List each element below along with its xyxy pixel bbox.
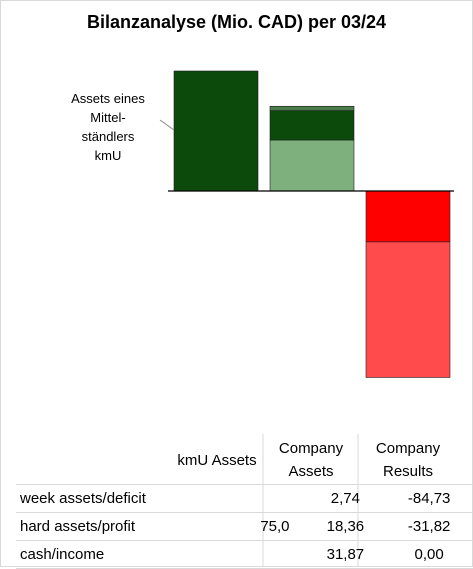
table-row: cash/income 31,87 0,00 [16, 541, 473, 569]
table-row: week assets/deficit 2,74 -84,73 [16, 484, 473, 513]
header-kmu-assets-text: kmU Assets [177, 452, 257, 469]
row-label: hard assets/profit [20, 518, 136, 535]
header-company-assets-text: Company Assets [278, 440, 344, 480]
annotation-label: Assets eines Mittel-ständlers kmU [58, 89, 158, 165]
bar-company-results-week assets-deficit [365, 241, 451, 378]
cell-company-assets: 2,74 [330, 490, 360, 507]
header-company-results: Company Results [360, 437, 456, 483]
cell-kmu: 75,0 [260, 518, 290, 535]
bar-company-assets-hard assets-profit [269, 110, 355, 141]
cell-company-results: -31,82 [407, 518, 451, 535]
header-kmu-assets: kmU Assets [170, 449, 264, 472]
cell-company-results: 0,00 [414, 546, 444, 563]
row-label: cash/income [20, 546, 105, 563]
cell-kmu [224, 541, 305, 569]
chart-plot [159, 70, 454, 378]
cell-company-assets: 18,36 [326, 518, 365, 535]
header-company-assets: Company Assets [266, 437, 356, 483]
cell-kmu [224, 485, 305, 513]
row-label: week assets/deficit [20, 490, 146, 507]
cell-company-assets: 31,87 [326, 546, 365, 563]
bar-kmu-assets-hard assets-profit [173, 70, 259, 192]
chart-title: Bilanzanalyse (Mio. CAD) per 03/24 [86, 12, 387, 32]
data-table: week assets/deficit 2,74 -84,73 hard ass… [16, 484, 473, 569]
table-row: hard assets/profit 75,0 18,36 -31,82 [16, 513, 473, 541]
header-company-results-text: Company Results [375, 440, 441, 480]
cell-company-results: -84,73 [407, 490, 451, 507]
annotation-leader-line [159, 119, 175, 131]
bar-company-assets-week assets-deficit [269, 105, 355, 111]
annotation-text: Assets eines Mittel-ständlers kmU [71, 91, 145, 163]
